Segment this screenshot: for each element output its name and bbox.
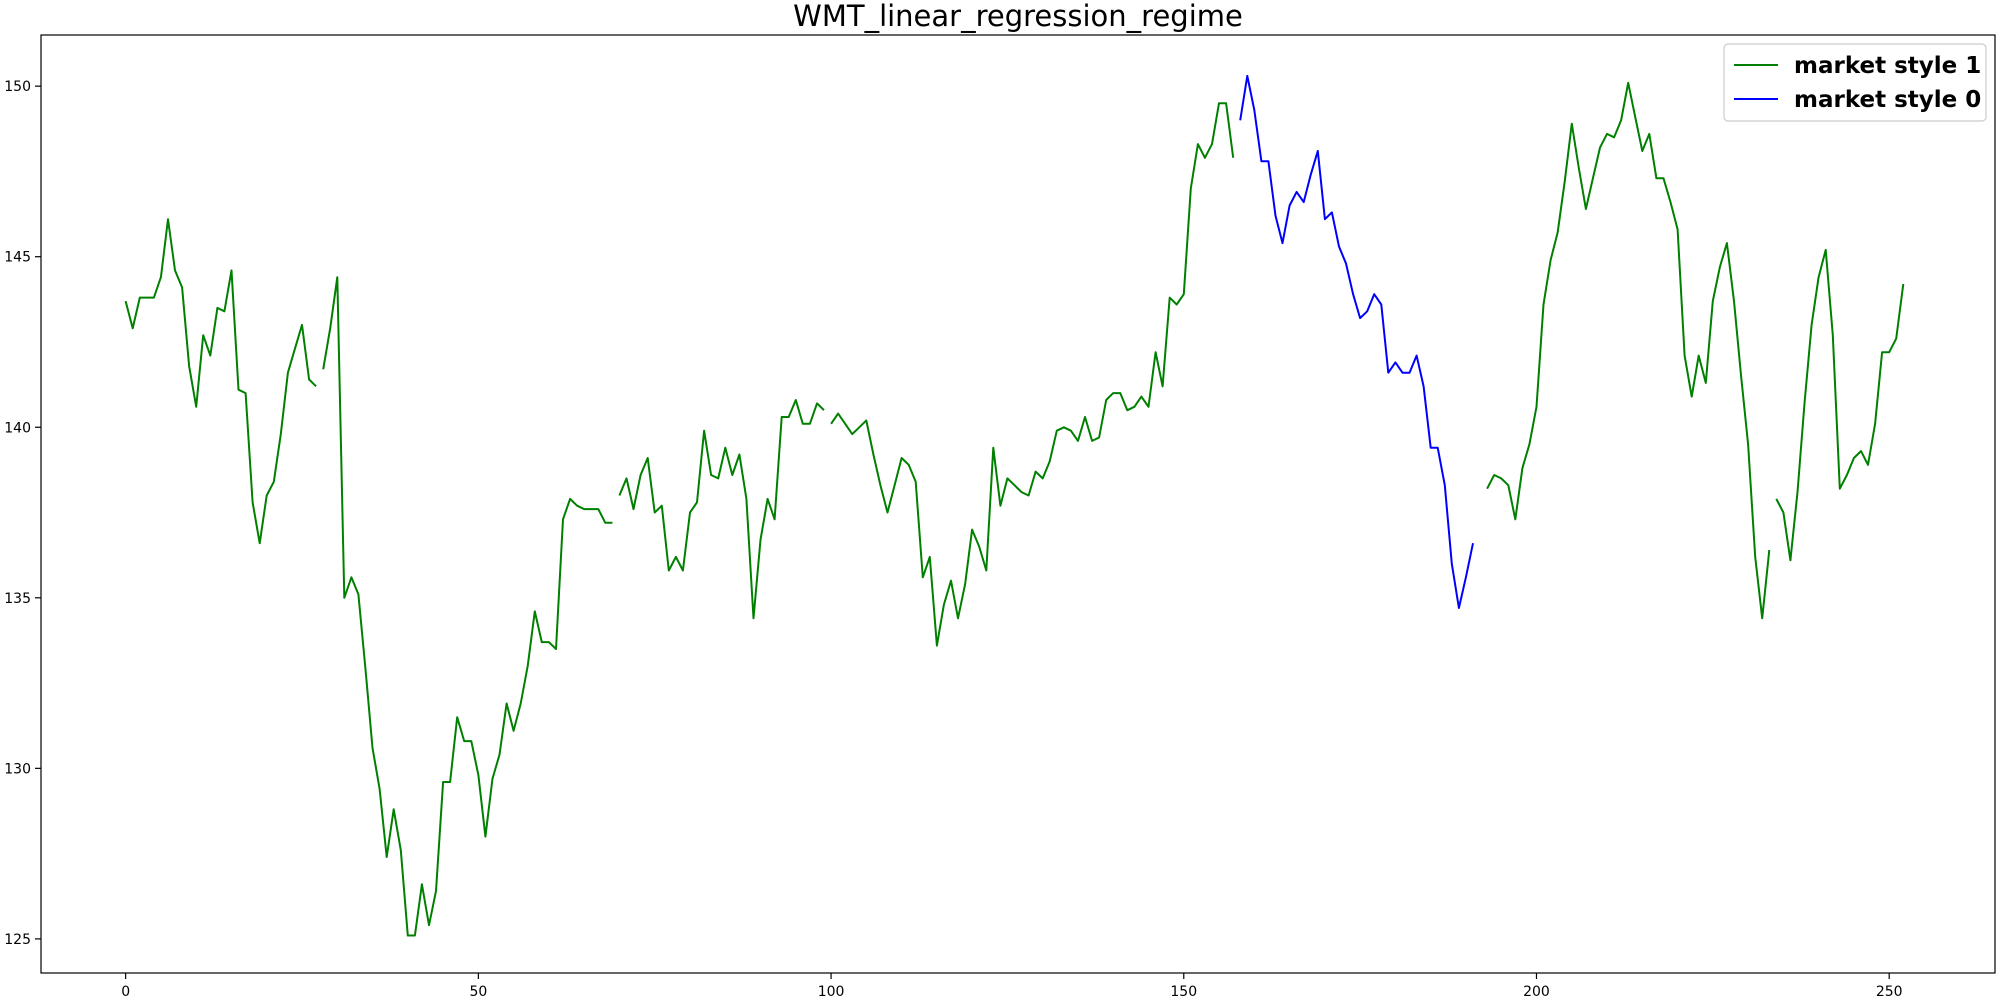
- y-axis: 125 130 135 140 145 150: [4, 79, 41, 948]
- y-tick-label: 125: [4, 932, 31, 948]
- market-style-0-line-segment-1: [1239, 74, 1474, 609]
- y-tick-label: 130: [4, 761, 31, 777]
- legend: market style 1 market style 0: [1723, 43, 1987, 122]
- market-style-1-line-segment-1: [124, 218, 317, 545]
- x-tick-label: 100: [818, 984, 845, 1000]
- y-tick-label: 150: [4, 79, 31, 95]
- market-style-1-line-segment-6: [1775, 248, 1905, 562]
- x-tick-label: 150: [1170, 984, 1197, 1000]
- y-tick-label: 135: [4, 591, 31, 607]
- y-tick-label: 140: [4, 420, 31, 436]
- legend-label-market-style-0: market style 0: [1794, 87, 1981, 113]
- market-style-1-line-segment-2: [322, 276, 613, 937]
- market-style-1-line-segment-4: [830, 102, 1235, 647]
- legend-box: [1723, 43, 1987, 122]
- market-style-1-line-segment-3: [618, 399, 825, 620]
- series-layer: [124, 74, 1905, 937]
- legend-label-market-style-1: market style 1: [1794, 53, 1981, 79]
- plot-area-frame: [40, 34, 1996, 974]
- market-style-1-line-segment-5: [1486, 81, 1771, 620]
- x-tick-label: 200: [1523, 984, 1550, 1000]
- chart-title: WMT_linear_regression_regime: [793, 0, 1243, 33]
- x-tick-label: 50: [469, 984, 487, 1000]
- x-tick-label: 0: [121, 984, 130, 1000]
- x-axis: 0 50 100 150 200 250: [121, 973, 1903, 1000]
- y-tick-label: 145: [4, 250, 31, 266]
- x-tick-label: 250: [1876, 984, 1903, 1000]
